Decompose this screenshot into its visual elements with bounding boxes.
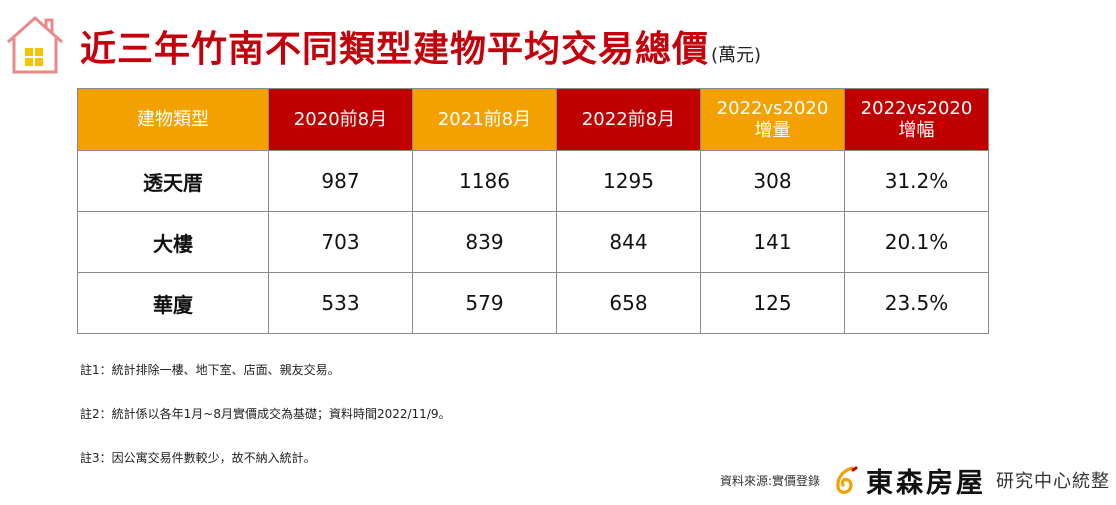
table-row: 華廈 533 579 658 125 23.5% bbox=[77, 272, 989, 334]
row-type-cell: 透天厝 bbox=[77, 150, 269, 212]
row-type-cell: 大樓 bbox=[77, 211, 269, 273]
research-center-label: 研究中心統整 bbox=[996, 471, 1110, 492]
increase-rate-cell: 20.1% bbox=[844, 211, 989, 273]
header-increase-rate: 2022vs2020 增幅 bbox=[844, 88, 989, 151]
notes-section: 註1：統計排除一樓、地下室、店面、親友交易。 註2：統計係以各年1月~8月實價成… bbox=[80, 362, 451, 494]
note-3: 註3：因公寓交易件數較少，故不納入統計。 bbox=[80, 451, 316, 465]
table-header-row: 建物類型 2020前8月 2021前8月 2022前8月 2022vs2020 增… bbox=[77, 88, 989, 151]
value-cell-2021: 1186 bbox=[412, 150, 557, 212]
value-cell-2022: 1295 bbox=[556, 150, 701, 212]
logo-mark-icon bbox=[836, 466, 858, 494]
value-cell-2020: 533 bbox=[268, 272, 413, 334]
data-source: 資料來源:實價登錄 bbox=[719, 473, 820, 488]
increase-rate-cell: 23.5% bbox=[844, 272, 989, 334]
title-main: 近三年竹南不同類型建物平均交易總價 bbox=[80, 29, 710, 70]
table-row: 大樓 703 839 844 141 20.1% bbox=[77, 211, 989, 273]
header-2021: 2021前8月 bbox=[412, 88, 557, 151]
header-building-type: 建物類型 bbox=[77, 88, 269, 151]
house-icon bbox=[7, 16, 63, 74]
increase-rate-cell: 31.2% bbox=[844, 150, 989, 212]
row-type-cell: 華廈 bbox=[77, 272, 269, 334]
note-1: 註1：統計排除一樓、地下室、店面、親友交易。 bbox=[80, 363, 340, 377]
increase-amount-cell: 141 bbox=[700, 211, 845, 273]
table-row: 透天厝 987 1186 1295 308 31.2% bbox=[77, 150, 989, 212]
footer: 資料來源:實價登錄 東森房屋 研究中心統整 bbox=[719, 463, 1110, 499]
title-unit: (萬元) bbox=[711, 45, 762, 66]
value-cell-2020: 987 bbox=[268, 150, 413, 212]
increase-amount-cell: 308 bbox=[700, 150, 845, 212]
value-cell-2021: 579 bbox=[412, 272, 557, 334]
value-cell-2022: 658 bbox=[556, 272, 701, 334]
header-2020: 2020前8月 bbox=[268, 88, 413, 151]
value-cell-2020: 703 bbox=[268, 211, 413, 273]
header-increase-amount: 2022vs2020 增量 bbox=[700, 88, 845, 151]
note-2: 註2：統計係以各年1月~8月實價成交為基礎；資料時間2022/11/9。 bbox=[80, 407, 451, 421]
price-table: 建物類型 2020前8月 2021前8月 2022前8月 2022vs2020 增… bbox=[77, 88, 989, 334]
value-cell-2021: 839 bbox=[412, 211, 557, 273]
header-2022: 2022前8月 bbox=[556, 88, 701, 151]
page-title: 近三年竹南不同類型建物平均交易總價 (萬元) bbox=[80, 20, 761, 72]
increase-amount-cell: 125 bbox=[700, 272, 845, 334]
company-logo-text: 東森房屋 bbox=[866, 467, 986, 499]
value-cell-2022: 844 bbox=[556, 211, 701, 273]
